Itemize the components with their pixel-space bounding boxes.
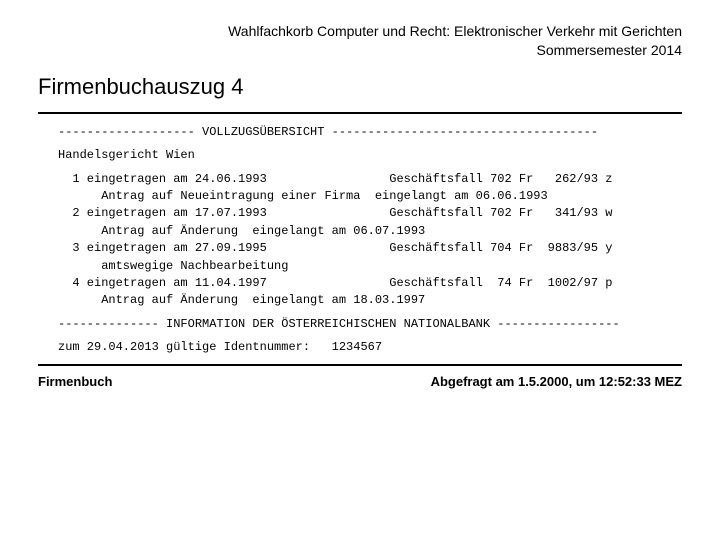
entry-line-5: amtswegige Nachbearbeitung — [58, 258, 682, 275]
footer-left: Firmenbuch — [38, 374, 112, 389]
entry-line-4: 3 eingetragen am 27.09.1995 Geschäftsfal… — [58, 240, 682, 257]
section-divider-info: -------------- INFORMATION DER ÖSTERREIC… — [58, 316, 682, 333]
header-line-1: Wahlfachkorb Computer und Recht: Elektro… — [38, 22, 682, 41]
header-line-2: Sommersemester 2014 — [38, 41, 682, 60]
ident-line: zum 29.04.2013 gültige Identnummer: 1234… — [58, 339, 682, 356]
footer-bar: Firmenbuch Abgefragt am 1.5.2000, um 12:… — [38, 364, 682, 389]
page-title: Firmenbuchauszug 4 — [38, 74, 682, 100]
entry-line-7: Antrag auf Änderung eingelangt am 18.03.… — [58, 292, 682, 309]
page-container: Wahlfachkorb Computer und Recht: Elektro… — [0, 0, 720, 389]
footer-right: Abgefragt am 1.5.2000, um 12:52:33 MEZ — [431, 374, 682, 389]
entry-line-3: Antrag auf Änderung eingelangt am 06.07.… — [58, 223, 682, 240]
top-rule — [38, 112, 682, 114]
entry-line-6: 4 eingetragen am 11.04.1997 Geschäftsfal… — [58, 275, 682, 292]
entry-line-2: 2 eingetragen am 17.07.1993 Geschäftsfal… — [58, 205, 682, 222]
entry-line-1: Antrag auf Neueintragung einer Firma ein… — [58, 188, 682, 205]
entry-line-0: 1 eingetragen am 24.06.1993 Geschäftsfal… — [58, 171, 682, 188]
page-header: Wahlfachkorb Computer und Recht: Elektro… — [38, 22, 682, 60]
section-divider-vollzug: ------------------- VOLLZUGSÜBERSICHT --… — [58, 124, 682, 141]
court-name: Handelsgericht Wien — [58, 147, 682, 164]
